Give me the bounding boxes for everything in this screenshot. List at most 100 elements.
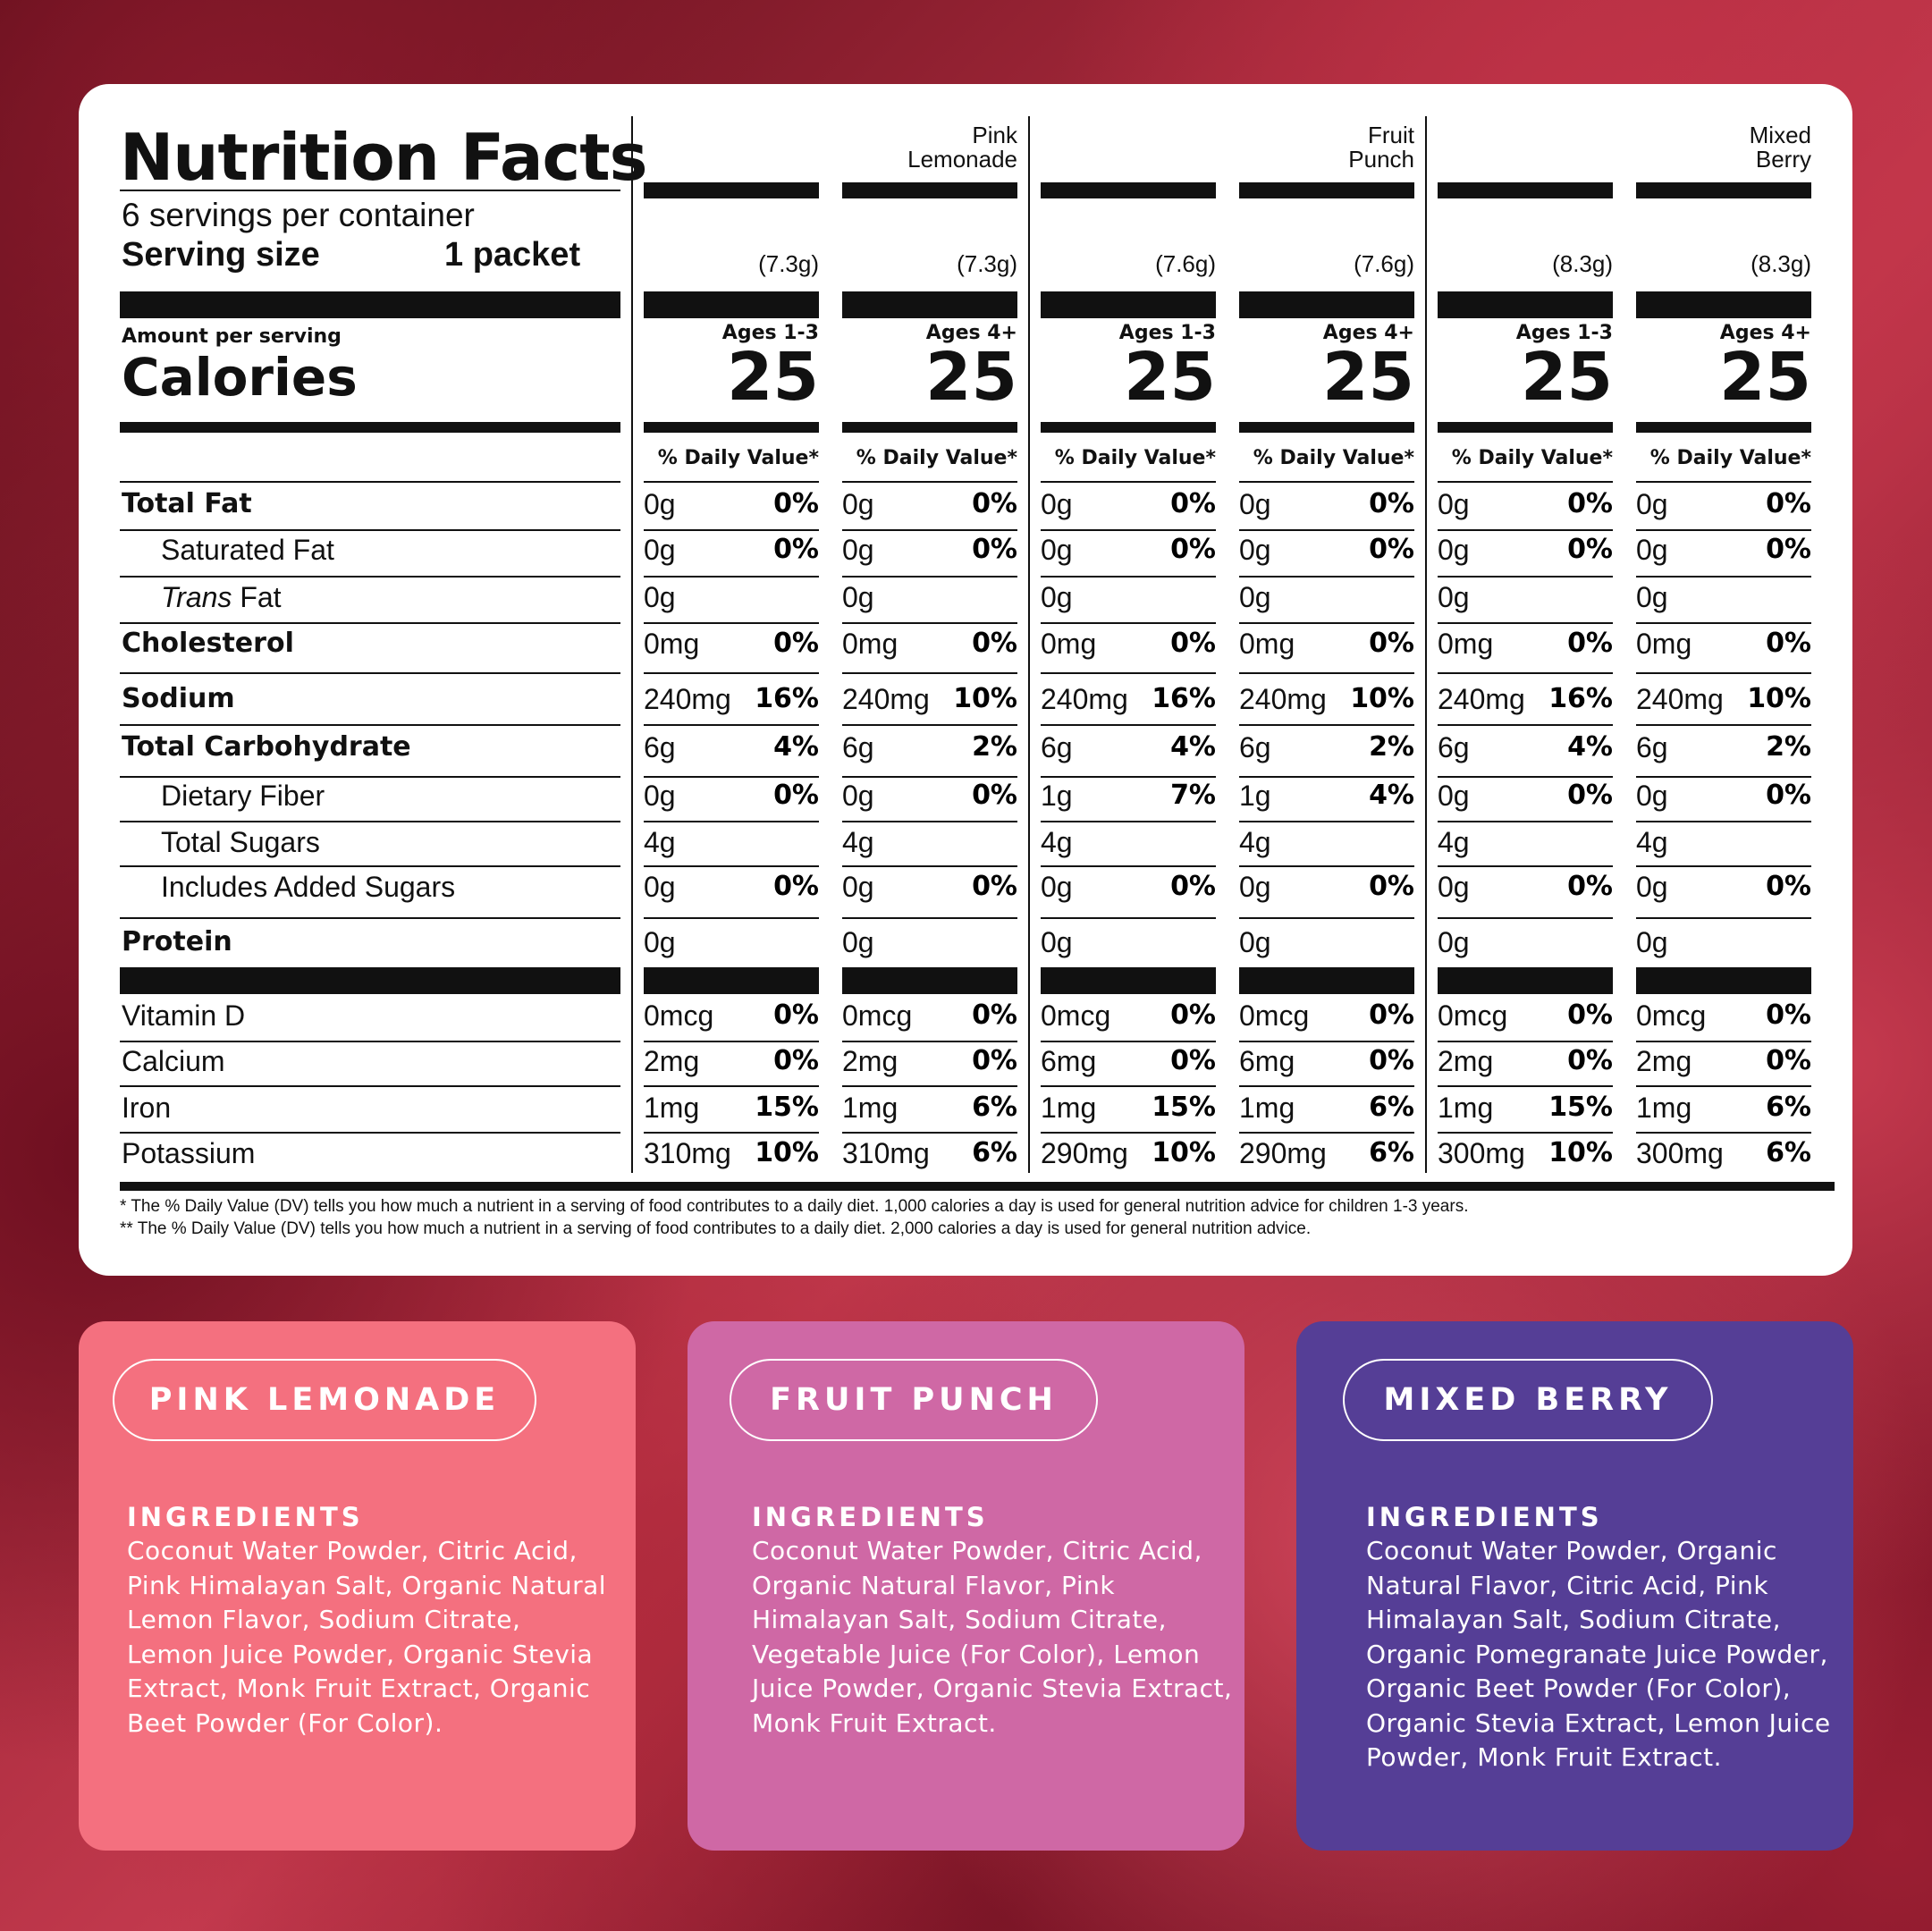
- flavor-name-pill: FRUIT PUNCH: [730, 1359, 1098, 1441]
- daily-value-header: % Daily Value*: [1451, 447, 1613, 469]
- nutrient-percent: 0%: [773, 1045, 819, 1076]
- nutrient-amount: 0g: [644, 780, 676, 812]
- nutrient-amount: 1g: [1041, 780, 1073, 812]
- nutrient-amount: 0g: [644, 926, 676, 958]
- nutrient-amount: 0g: [1041, 534, 1073, 566]
- nutrient-percent: 0%: [1766, 780, 1811, 811]
- nutrient-percent: 0%: [1567, 628, 1613, 659]
- nutrient-amount: 0g: [1438, 581, 1470, 613]
- nutrient-amount: 0g: [1239, 488, 1271, 520]
- nutrient-percent: 0%: [1369, 1045, 1414, 1076]
- row-rule: [1636, 1041, 1811, 1042]
- nutrient-percent: 0%: [1567, 488, 1613, 519]
- ingredients-text: Coconut Water Powder, Citric Acid, Pink …: [127, 1536, 607, 1738]
- nutrient-amount: 0mcg: [644, 999, 714, 1032]
- row-rule: [120, 529, 620, 531]
- nutrient-percent: 16%: [1548, 683, 1613, 714]
- row-rule: [120, 576, 620, 578]
- column-medium-rule: [842, 422, 1017, 433]
- row-rule: [644, 1041, 819, 1042]
- thick-rule: [1239, 967, 1414, 994]
- row-rule: [842, 481, 1017, 483]
- row-rule: [1239, 776, 1414, 778]
- row-rule: [1438, 776, 1613, 778]
- medium-rule: [120, 422, 620, 433]
- nutrient-amount: 1g: [1239, 780, 1271, 812]
- nutrient-amount: 2mg: [1438, 1045, 1494, 1077]
- nutrient-amount: 0g: [1438, 780, 1470, 812]
- column-rule: [644, 182, 819, 198]
- row-rule: [1636, 481, 1811, 483]
- nutrient-amount: 0g: [1438, 534, 1470, 566]
- nutrient-percent: 0%: [1170, 999, 1216, 1031]
- nutrient-amount: 310mg: [842, 1137, 930, 1169]
- row-rule: [1239, 1132, 1414, 1134]
- nutrient-percent: 16%: [755, 683, 819, 714]
- nutrient-percent: 0%: [773, 871, 819, 902]
- calories-label: Calories: [122, 347, 358, 408]
- row-rule: [644, 776, 819, 778]
- row-rule: [644, 672, 819, 674]
- nutrient-amount: 290mg: [1239, 1137, 1327, 1169]
- row-rule: [644, 1085, 819, 1087]
- row-rule: [1438, 1132, 1613, 1134]
- row-rule: [1239, 724, 1414, 726]
- nutrient-percent: 0%: [773, 488, 819, 519]
- column-thick-rule: [1636, 291, 1811, 318]
- row-rule: [1239, 622, 1414, 624]
- nutrient-percent: 0%: [1567, 1045, 1613, 1076]
- nutrient-percent: 2%: [972, 731, 1017, 763]
- column-rule: [1438, 182, 1613, 198]
- age-group: Ages 4+: [925, 322, 1017, 344]
- nutrient-amount: 0mcg: [1636, 999, 1707, 1032]
- nutrient-amount: 300mg: [1438, 1137, 1525, 1169]
- nutrient-amount: 1mg: [1041, 1092, 1097, 1124]
- nutrient-percent: 0%: [1766, 1045, 1811, 1076]
- row-rule: [1239, 821, 1414, 822]
- calories-value: 25: [1719, 339, 1811, 416]
- age-group: Ages 4+: [1322, 322, 1414, 344]
- nutrient-amount: 0mcg: [1438, 999, 1508, 1032]
- nutrient-amount: 0mg: [1041, 628, 1097, 660]
- nutrient-amount: 0mcg: [1239, 999, 1310, 1032]
- nutrient-label: Vitamin D: [122, 999, 246, 1032]
- nutrient-percent: 4%: [1369, 780, 1414, 811]
- row-rule: [842, 1041, 1017, 1042]
- row-rule: [1438, 1085, 1613, 1087]
- nutrient-percent: 0%: [972, 488, 1017, 519]
- column-separator: [1028, 116, 1030, 1173]
- serving-weight: (7.3g): [758, 250, 819, 277]
- nutrient-percent: 0%: [972, 1045, 1017, 1076]
- row-rule: [842, 622, 1017, 624]
- row-rule: [644, 622, 819, 624]
- row-rule: [120, 724, 620, 726]
- nutrient-amount: 4g: [1636, 826, 1668, 858]
- nutrient-amount: 0g: [1438, 926, 1470, 958]
- row-rule: [120, 865, 620, 867]
- nutrient-label-italic: Trans: [161, 581, 232, 613]
- serving-weight: (8.3g): [1552, 250, 1613, 277]
- row-rule: [1239, 917, 1414, 919]
- row-rule: [644, 529, 819, 531]
- serving-weight: (7.6g): [1155, 250, 1216, 277]
- nutrient-percent: 2%: [1369, 731, 1414, 763]
- row-rule: [1041, 1041, 1216, 1042]
- nutrient-percent: 0%: [1567, 780, 1613, 811]
- row-rule: [1239, 529, 1414, 531]
- row-rule: [644, 917, 819, 919]
- nutrient-percent: 6%: [1766, 1137, 1811, 1168]
- nutrient-percent: 0%: [972, 871, 1017, 902]
- nutrient-amount: 240mg: [842, 683, 930, 715]
- nutrient-amount: 0g: [1041, 581, 1073, 613]
- ingredients-text: Coconut Water Powder, Organic Natural Fl…: [1366, 1536, 1831, 1772]
- nutrient-percent: 0%: [1369, 534, 1414, 565]
- nutrient-label: Total Sugars: [161, 826, 320, 858]
- row-rule: [1239, 576, 1414, 578]
- row-rule: [644, 821, 819, 822]
- nutrient-amount: 6g: [1041, 731, 1073, 763]
- column-rule: [1239, 182, 1414, 198]
- row-rule: [120, 1085, 620, 1087]
- row-rule: [120, 1132, 620, 1134]
- row-rule: [1438, 1041, 1613, 1042]
- nutrient-amount: 240mg: [1041, 683, 1128, 715]
